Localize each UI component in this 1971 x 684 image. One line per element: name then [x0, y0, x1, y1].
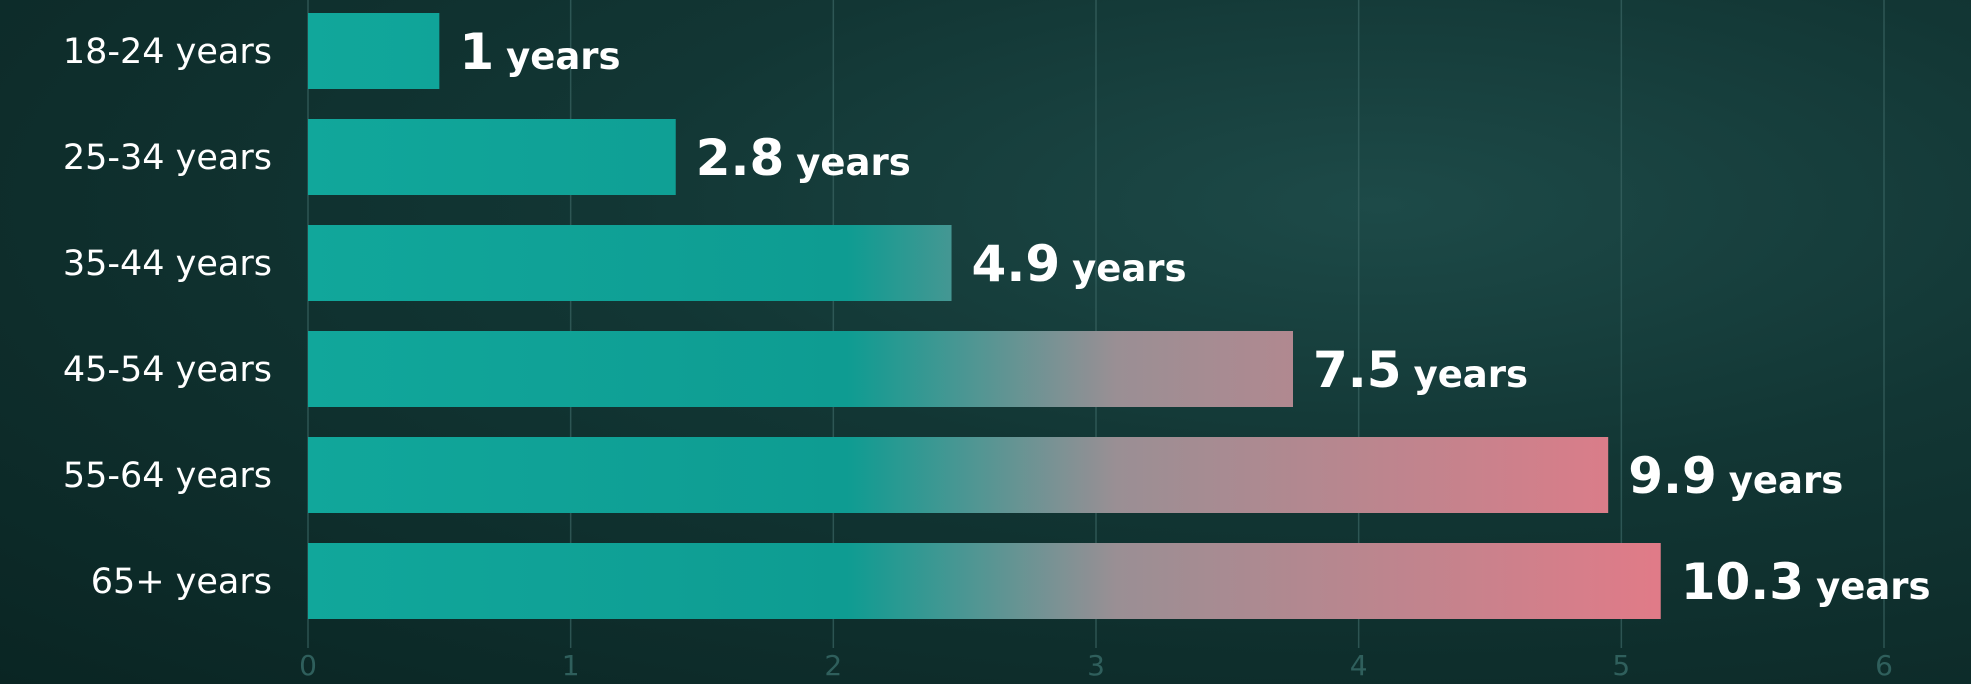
value-label: 10.3 years: [1681, 553, 1931, 611]
category-label: 35-44 years: [63, 244, 272, 284]
bar: [308, 119, 676, 195]
bar: [308, 331, 1293, 407]
x-tick-label: 1: [562, 649, 580, 682]
value-label: 9.9 years: [1628, 447, 1843, 505]
bar: [308, 225, 952, 301]
x-tick-label: 6: [1875, 649, 1893, 682]
bar: [308, 13, 440, 89]
value-label: 7.5 years: [1313, 341, 1528, 399]
bar: [308, 543, 1661, 619]
category-label: 65+ years: [91, 562, 272, 602]
value-label: 4.9 years: [972, 235, 1187, 293]
value-label: 1 years: [459, 23, 620, 81]
category-label: 18-24 years: [63, 32, 272, 72]
category-label: 45-54 years: [63, 350, 272, 390]
grid: [307, 0, 1885, 648]
x-tick-label: 3: [1087, 649, 1105, 682]
x-axis-ticks: 0 1 2 3 4 5 6: [299, 649, 1893, 682]
x-tick-label: 5: [1612, 649, 1630, 682]
bars: [308, 13, 1661, 619]
category-label: 25-34 years: [63, 138, 272, 178]
x-tick-label: 2: [824, 649, 842, 682]
value-label: 2.8 years: [696, 129, 911, 187]
x-tick-label: 4: [1350, 649, 1368, 682]
x-tick-label: 0: [299, 649, 317, 682]
labels: 18-24 years 1 years 25-34 years 2.8 years 35-4…: [63, 23, 1931, 611]
bar: [308, 437, 1609, 513]
category-label: 55-64 years: [63, 456, 272, 496]
